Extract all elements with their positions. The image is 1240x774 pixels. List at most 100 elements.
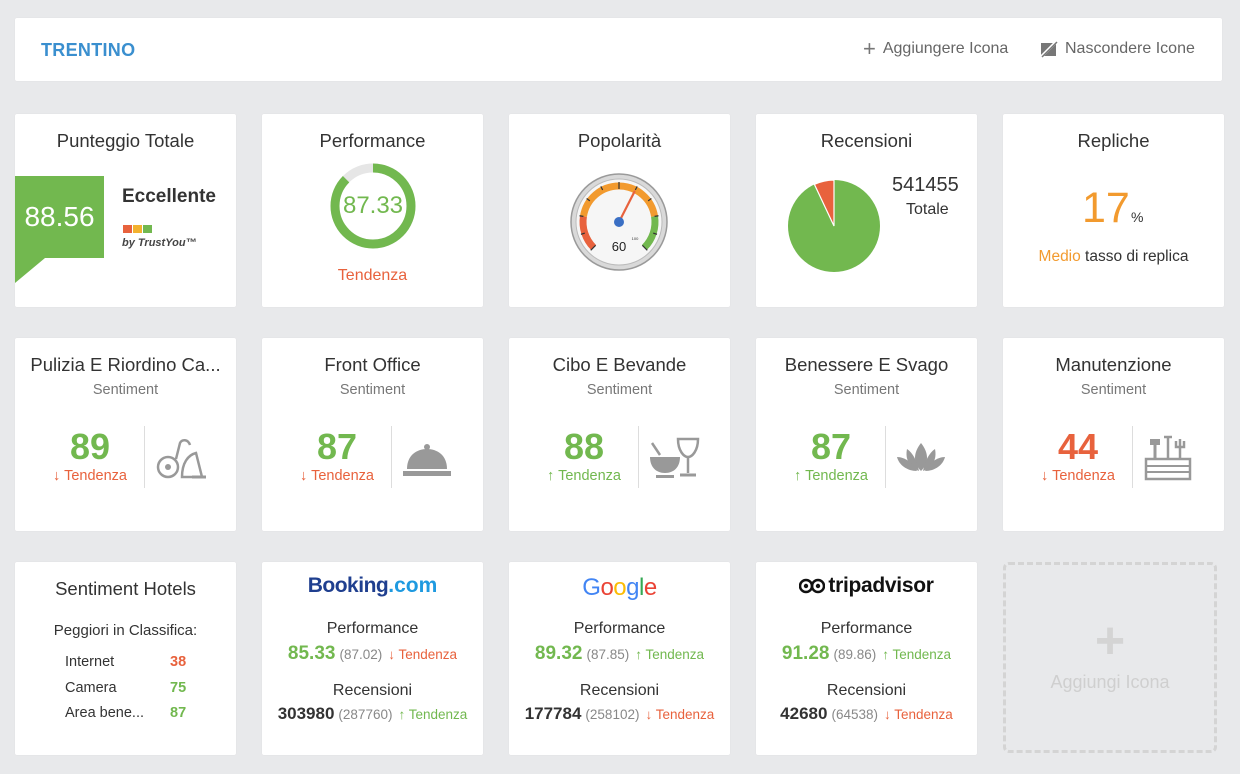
reviews-line: 303980 (287760) ↑ Tendenza <box>262 704 483 724</box>
performance-value: 87.33 <box>342 192 404 219</box>
performance-trend: ↑ Tendenza <box>635 647 704 662</box>
reviews-value: 303980 <box>277 704 335 723</box>
sentiment-trend: ↓ Tendenza <box>1015 468 1141 484</box>
replies-level: Medio <box>1038 248 1081 265</box>
trend-arrow-icon: ↓ <box>884 707 891 722</box>
trend-label: Tendenza <box>311 468 374 484</box>
popularity-gauge: 60 100 <box>570 173 668 271</box>
ota-card[interactable]: GoogleGoogle Performance 89.32(87.85) ↑ Ten… <box>509 562 730 755</box>
card-title: Performance <box>319 130 426 151</box>
ranking-label: Camera <box>65 680 117 696</box>
performance-value: 91.28 <box>781 643 830 664</box>
trend-arrow-icon: ↑ <box>547 468 555 484</box>
performance-card[interactable]: Performance 87.33 Tendenza <box>262 114 483 307</box>
reviews-trend: ↓ Tendenza <box>884 707 953 722</box>
ota-card[interactable]: Booking.comBooking.com Performance 85.33(8… <box>262 562 483 755</box>
sentiment-hotels-card[interactable]: Sentiment Hotels Peggiori in Classifica:… <box>15 562 236 755</box>
trustyou-brand: by TrustYou™ <box>122 237 197 249</box>
reviews-trend: ↓ Tendenza <box>645 707 714 722</box>
sentiment-card[interactable]: Manutenzione Sentiment 44 ↓ Tendenza <box>1003 338 1224 531</box>
card-title: Pulizia E Riordino Ca... <box>30 354 221 375</box>
trend-arrow-icon: ↑ <box>398 707 406 722</box>
card-title: Benessere E Svago <box>784 354 949 375</box>
trend-arrow-icon: ↑ <box>794 468 802 484</box>
food-drink-icon <box>646 433 702 483</box>
reception-bell-icon <box>399 433 455 483</box>
divider <box>144 426 145 488</box>
popularity-card[interactable]: Popolarità 60 100 <box>509 114 730 307</box>
add-icon-tile[interactable]: + Aggiungi Icona <box>1003 562 1217 753</box>
card-title: Punteggio Totale <box>56 130 195 151</box>
ota-card[interactable]: tripadvisortripadvisor Performance 91.28(8… <box>756 562 977 755</box>
ota-brand-logo: Booking.comBooking.com <box>307 574 438 597</box>
card-title: Cibo E Bevande <box>552 354 687 375</box>
sentiment-trend: ↓ Tendenza <box>274 468 400 484</box>
hide-icons-button[interactable]: Nascondere Icone <box>1040 40 1195 58</box>
divider <box>391 426 392 488</box>
sentiment-value: 87 <box>810 426 852 467</box>
trustyou-logo-icon <box>123 225 152 233</box>
performance-label: Performance <box>326 620 419 637</box>
gauge-value: 60 <box>612 239 626 254</box>
ranking-value: 87 <box>170 705 187 721</box>
reviews-value: 42680 <box>780 704 828 723</box>
reviews-label: Recensioni <box>579 682 660 699</box>
trend-label: Tendenza <box>64 468 127 484</box>
sentiment-value: 87 <box>316 426 358 467</box>
sentiment-card[interactable]: Front Office Sentiment 87 ↓ Tendenza <box>262 338 483 531</box>
sentiment-trend: ↑ Tendenza <box>521 468 647 484</box>
plus-icon: + <box>1094 612 1126 670</box>
reviews-value: 177784 <box>524 704 582 723</box>
add-icon-button[interactable]: + Aggiungere Icona <box>863 36 1009 61</box>
divider <box>885 426 886 488</box>
card-subtitle: Sentiment <box>339 382 406 398</box>
card-subtitle: Sentiment <box>1080 382 1147 398</box>
card-subtitle: Sentiment <box>92 382 159 398</box>
trend-arrow-icon: ↓ <box>1041 468 1049 484</box>
performance-line: 91.28 (89.86) ↑ Tendenza <box>756 643 977 665</box>
performance-trend: ↑ Tendenza <box>882 647 951 662</box>
reviews-total-label: Totale <box>906 201 949 218</box>
plus-icon: + <box>863 36 876 61</box>
ota-brand-logo: tripadvisortripadvisor <box>756 574 977 599</box>
card-title: Popolarità <box>577 130 662 151</box>
performance-label: Performance <box>820 620 913 637</box>
card-subtitle: Sentiment <box>833 382 900 398</box>
performance-previous: (87.85) <box>586 647 630 662</box>
reviews-line: 177784 (258102) ↓ Tendenza <box>509 704 730 724</box>
performance-value: 89.32 <box>534 643 583 664</box>
reviews-label: Recensioni <box>826 682 907 699</box>
header-bar: TRENTINO + Aggiungere Icona Nascondere I… <box>15 18 1222 81</box>
ranking-value: 75 <box>170 680 187 696</box>
total-score-badge: 88.56 <box>15 176 104 258</box>
replies-card[interactable]: Repliche 17 % Medio tasso di replica <box>1003 114 1224 307</box>
sentiment-card[interactable]: Cibo E Bevande Sentiment 88 ↑ Tendenza <box>509 338 730 531</box>
toolbox-icon <box>1140 433 1196 483</box>
sentiment-trend: ↓ Tendenza <box>27 468 153 484</box>
add-icon-label: Aggiungere Icona <box>882 40 1009 57</box>
replies-value: 17 <box>1082 184 1130 232</box>
sentiment-card[interactable]: Benessere E Svago Sentiment 87 ↑ Tendenza <box>756 338 977 531</box>
sentiment-card[interactable]: Pulizia E Riordino Ca... Sentiment 89 ↓ Ten… <box>15 338 236 531</box>
replies-caption-text: tasso di replica <box>1080 248 1189 265</box>
trend-arrow-icon: ↑ <box>882 647 889 662</box>
reviews-card[interactable]: Recensioni 541455 Totale <box>756 114 977 307</box>
trend-label: Tendenza <box>892 647 952 662</box>
trend-arrow-icon: ↓ <box>300 468 308 484</box>
reviews-line: 42680 (64538) ↓ Tendenza <box>756 704 977 724</box>
trend-arrow-icon: ↑ <box>635 647 642 662</box>
add-icon-tile-label: Aggiungi Icona <box>1050 672 1170 692</box>
card-title: Front Office <box>324 354 421 375</box>
total-score-card[interactable]: Punteggio Totale 88.56 Eccellente by Tru… <box>15 114 236 307</box>
divider <box>638 426 639 488</box>
hide-icons-label: Nascondere Icone <box>1065 40 1195 57</box>
page-title: TRENTINO <box>41 40 136 60</box>
replies-caption: Medio tasso di replica <box>1003 248 1224 266</box>
card-subtitle: Sentiment <box>586 382 653 398</box>
sentiment-value: 88 <box>563 426 605 467</box>
reviews-previous: (64538) <box>831 707 878 722</box>
vacuum-icon <box>152 433 208 483</box>
trend-arrow-icon: ↓ <box>388 647 395 662</box>
trend-label: Tendenza <box>894 707 953 722</box>
trend-arrow-icon: ↓ <box>645 707 653 722</box>
